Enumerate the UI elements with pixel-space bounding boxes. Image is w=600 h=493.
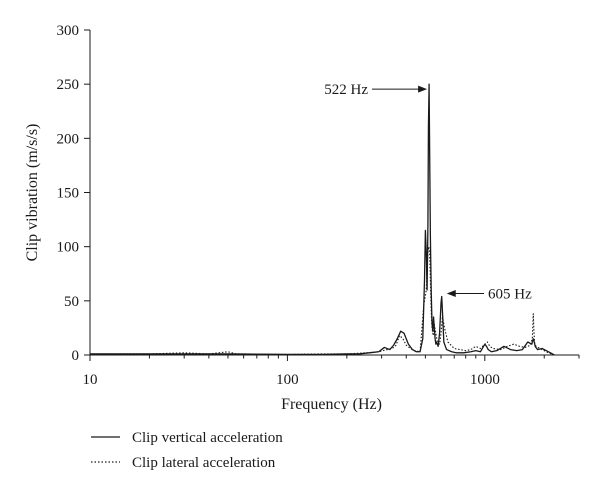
x-tick-label: 1000 — [470, 372, 500, 388]
y-axis-title: Clip vibration (m/s/s) — [24, 124, 41, 262]
x-axis-title: Frequency (Hz) — [281, 396, 382, 413]
y-tick-label: 150 — [57, 186, 80, 202]
y-tick-label: 300 — [57, 23, 80, 39]
annotation-arrowhead-522 — [418, 85, 428, 93]
x-tick-label: 100 — [276, 372, 299, 388]
legend-label-vertical: Clip vertical acceleration — [132, 430, 283, 446]
legend-label-lateral: Clip lateral acceleration — [132, 455, 276, 471]
annotation-label-605: 605 Hz — [488, 287, 532, 303]
y-tick-label: 50 — [64, 294, 79, 310]
y-tick-label: 250 — [57, 77, 80, 93]
series-line-lateral — [90, 246, 555, 356]
x-axis-ticks: 10 100 1000 — [83, 355, 580, 388]
series-layer — [90, 83, 555, 356]
annotation-layer: 522 Hz 605 Hz — [324, 82, 532, 302]
y-tick-label: 200 — [57, 131, 80, 147]
y-axis-ticks: 0 50 100 150 200 250 300 — [57, 23, 90, 364]
x-tick-label: 10 — [83, 372, 98, 388]
legend: Clip vertical acceleration Clip lateral … — [91, 430, 283, 471]
plot-frame — [89, 30, 579, 356]
y-tick-label: 100 — [57, 240, 80, 256]
annotation-arrowhead-605 — [446, 290, 456, 297]
y-tick-label: 0 — [72, 348, 80, 364]
series-line-vertical — [90, 83, 555, 356]
annotation-label-522: 522 Hz — [324, 82, 368, 98]
